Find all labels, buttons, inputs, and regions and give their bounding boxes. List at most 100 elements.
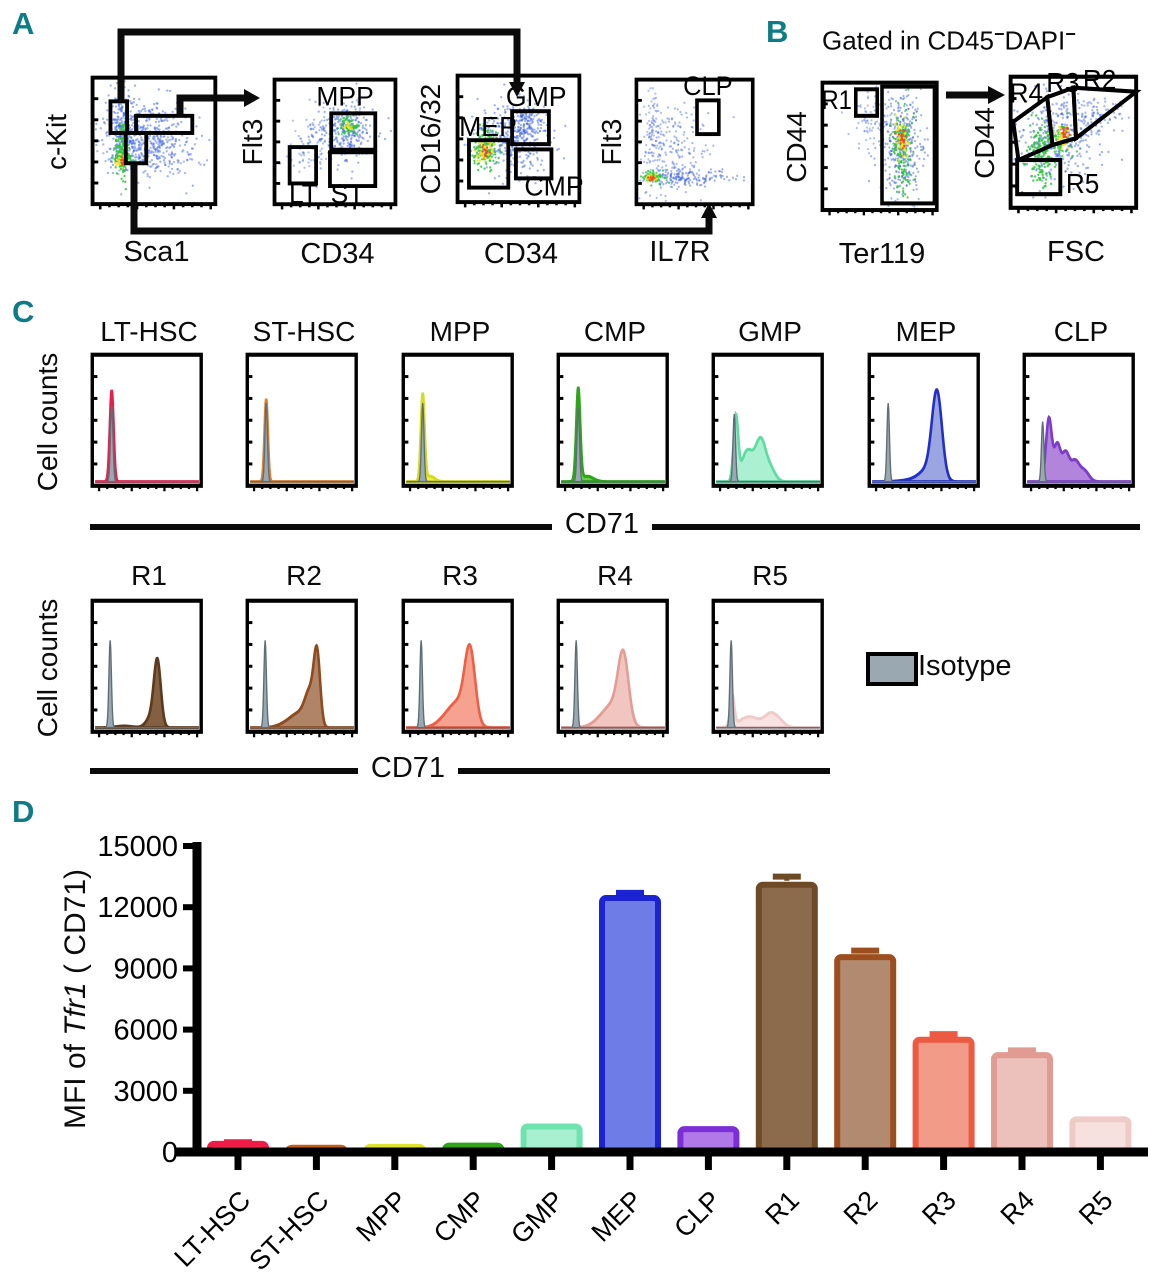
hist-title-r3: R3 bbox=[442, 560, 478, 591]
gate-label: R5 bbox=[1066, 168, 1099, 199]
scatter-cloud bbox=[279, 82, 393, 189]
gate bbox=[328, 150, 378, 188]
gate bbox=[329, 111, 378, 152]
gate bbox=[1071, 85, 1142, 143]
xlabel-fsc: FSC bbox=[1047, 236, 1105, 268]
y-tick-label: 9000 bbox=[113, 953, 178, 985]
hist-title-mpp: MPP bbox=[429, 316, 491, 347]
gate bbox=[134, 113, 195, 135]
gates: MPP LT ST bbox=[287, 81, 378, 209]
gates bbox=[108, 99, 195, 166]
flow-plot-ckit-sca1 bbox=[90, 75, 218, 210]
arrow-line-to-gmp-plot bbox=[117, 28, 521, 102]
arrow-line-to-il7r-plot bbox=[130, 164, 713, 235]
panel-a-letter: A bbox=[12, 6, 35, 41]
panel-c-letter: C bbox=[12, 294, 35, 329]
xlabel-cd34-2: CD34 bbox=[483, 238, 559, 270]
histogram-r2 bbox=[245, 598, 358, 738]
gate bbox=[853, 87, 880, 118]
gate bbox=[467, 138, 511, 190]
gate-label: CMP bbox=[524, 170, 583, 202]
hist-title-r1: R1 bbox=[131, 560, 167, 591]
hist-title-lt-hsc: LT-HSC bbox=[100, 316, 198, 347]
histogram-clp bbox=[1022, 352, 1135, 492]
panel-b-title-text2: DAPI bbox=[1004, 25, 1066, 56]
histogram-r5 bbox=[711, 598, 824, 738]
gate-label: R1 bbox=[821, 86, 851, 115]
histogram-r3 bbox=[401, 598, 514, 738]
hist-title-r4: R4 bbox=[597, 560, 633, 591]
isotype-legend-swatch bbox=[866, 652, 918, 686]
arrowhead-down-icon bbox=[509, 82, 525, 97]
isotype-curve bbox=[561, 407, 665, 483]
hist-title-mep: MEP bbox=[895, 316, 957, 347]
isotype-curve bbox=[872, 402, 976, 483]
histogram-r4 bbox=[556, 598, 669, 738]
gate-label: LT bbox=[289, 179, 318, 209]
panel-b-title-text: Gated in CD45 bbox=[822, 25, 994, 56]
histogram-lt-hsc bbox=[90, 352, 203, 492]
hist-title-st-hsc: ST-HSC bbox=[252, 316, 356, 347]
arrowhead-right-icon bbox=[988, 86, 1005, 104]
cd71-axis-label-row1: CD71 bbox=[564, 508, 640, 540]
cd71-axis-line-row1-left bbox=[90, 524, 552, 530]
panel-b-letter: B bbox=[766, 14, 789, 49]
isotype-curve bbox=[95, 640, 199, 729]
histogram-mep bbox=[867, 352, 980, 492]
gate bbox=[880, 84, 937, 206]
cd71-axis-label-row2: CD71 bbox=[370, 752, 446, 784]
gate-label: R2 bbox=[1083, 65, 1116, 96]
minus-superscript: − bbox=[1065, 24, 1076, 44]
flow-plot-flt3-il7r: CLP bbox=[634, 70, 755, 210]
hist-title-r2: R2 bbox=[286, 560, 322, 591]
xlabel-il7r: IL7R bbox=[649, 236, 711, 268]
isotype-curve bbox=[1027, 421, 1131, 483]
gate bbox=[123, 130, 149, 166]
isotype-curve bbox=[406, 640, 510, 729]
hist-title-gmp: GMP bbox=[738, 316, 802, 347]
isotype-curve bbox=[406, 402, 510, 483]
y-tick-label: 15000 bbox=[97, 831, 178, 863]
arrowhead-up-icon bbox=[701, 203, 717, 218]
gate-label: MEP bbox=[459, 111, 517, 143]
arrow-line-to-cd34-plot bbox=[176, 94, 246, 117]
gate-label: R4 bbox=[1010, 78, 1044, 109]
isotype-curve bbox=[716, 413, 820, 483]
cd71-axis-line-row2-right bbox=[458, 768, 830, 774]
gates: R1 bbox=[821, 84, 937, 206]
gate bbox=[514, 147, 554, 181]
y-tick-label: 3000 bbox=[113, 1076, 178, 1108]
xlabel-cd34-1: CD34 bbox=[300, 238, 375, 270]
isotype-curve bbox=[561, 640, 665, 729]
scatter-cloud bbox=[840, 85, 929, 208]
y-tick-label: 6000 bbox=[113, 1015, 178, 1047]
y-tick-label: 12000 bbox=[97, 892, 178, 924]
xlabel-ter119: Ter119 bbox=[838, 238, 926, 270]
histogram-cmp bbox=[556, 352, 669, 492]
gate bbox=[287, 145, 318, 186]
histogram-r1 bbox=[90, 598, 203, 738]
flow-plot-cd44-ter119: R1 bbox=[820, 80, 939, 216]
panel-d-letter: D bbox=[12, 794, 35, 829]
histogram-st-hsc bbox=[245, 352, 358, 492]
arrowhead-right-icon bbox=[244, 89, 260, 107]
gate-label: CLP bbox=[683, 70, 732, 101]
panel-b-title: Gated in CD45−DAPI− bbox=[822, 24, 1076, 57]
isotype-curve bbox=[716, 640, 820, 729]
y-tick-label: 0 bbox=[162, 1137, 178, 1169]
xlabel-sca1: Sca1 bbox=[123, 236, 190, 268]
hist-title-clp: CLP bbox=[1053, 316, 1109, 347]
cd71-axis-line-row2-left bbox=[90, 768, 358, 774]
isotype-curve bbox=[250, 402, 354, 483]
bar-chart-mfi: 0 3000 6000 9000 12000 15000 LT-HSC ST-HSC MPP CM… bbox=[97, 830, 1157, 1280]
hist-title-r5: R5 bbox=[752, 560, 788, 591]
isotype-curve bbox=[250, 640, 354, 729]
gate bbox=[510, 109, 551, 147]
hist-title-cmp: CMP bbox=[583, 316, 647, 347]
isotype-curve bbox=[95, 405, 199, 483]
flow-plot-flt3-cd34: MPP LT ST bbox=[272, 77, 398, 210]
